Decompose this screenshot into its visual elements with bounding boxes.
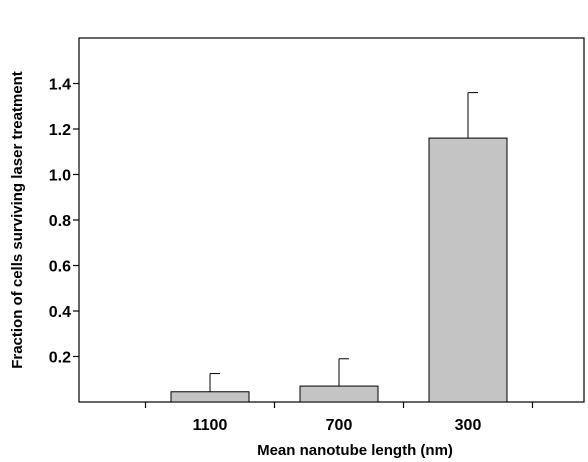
- x-tick-label: 300: [455, 417, 482, 434]
- bars-group: [170, 92, 508, 403]
- bar-1100: [170, 391, 250, 403]
- y-tick-label: 1.4: [49, 77, 71, 94]
- plot-frame: [78, 37, 585, 403]
- y-tick-label: 0.8: [49, 213, 71, 230]
- x-tick-label: 1100: [193, 417, 228, 434]
- x-tick-label: 700: [326, 417, 353, 434]
- bar-700: [299, 385, 379, 403]
- x-axis-title: Mean nanotube length (nm): [257, 442, 453, 459]
- y-tick-label: 0.6: [49, 259, 71, 276]
- bar-300: [428, 137, 508, 403]
- y-tick-label: 0.4: [49, 304, 71, 321]
- y-tick-label: 1.0: [49, 168, 71, 185]
- y-axis-title: Fraction of cells surviving laser treatm…: [9, 71, 26, 369]
- y-tick-label: 1.2: [49, 122, 71, 139]
- y-tick-label: 0.2: [49, 350, 71, 367]
- x-axis-ticks: 1100 700 300: [144, 402, 534, 434]
- y-axis-ticks: 0.2 0.4 0.6 0.8 1.0 1.2 1.4: [49, 77, 79, 367]
